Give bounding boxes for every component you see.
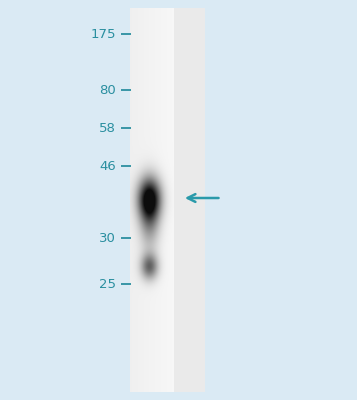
Text: 46: 46 (99, 160, 116, 172)
Text: 58: 58 (99, 122, 116, 134)
Text: 175: 175 (91, 28, 116, 40)
Text: 30: 30 (99, 232, 116, 244)
Text: 25: 25 (99, 278, 116, 290)
Text: 80: 80 (99, 84, 116, 96)
